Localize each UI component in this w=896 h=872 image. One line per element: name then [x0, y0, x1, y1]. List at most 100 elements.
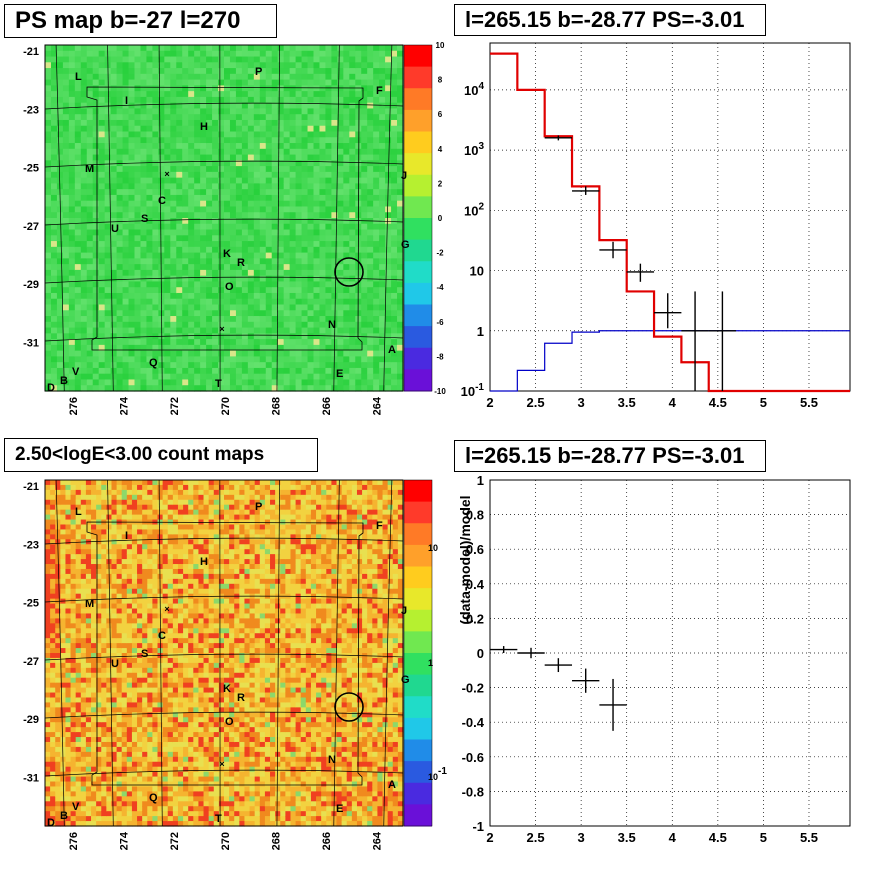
heat-cell	[98, 281, 106, 288]
heat-cell	[60, 811, 67, 817]
heat-cell	[104, 194, 112, 202]
heat-cell	[86, 177, 94, 184]
heat-cell	[319, 143, 327, 150]
heat-cell	[253, 91, 261, 98]
heat-cell	[131, 737, 138, 743]
heat-cell	[91, 628, 97, 634]
heat-cell	[137, 662, 143, 669]
heat-cell	[74, 183, 82, 190]
heat-cell	[45, 751, 51, 758]
heat-cell	[385, 258, 392, 265]
heat-cell	[385, 310, 392, 317]
heat-cell	[188, 218, 195, 225]
heat-cell	[80, 781, 87, 788]
heat-cell	[80, 373, 88, 381]
heat-cell	[91, 662, 97, 669]
heat-cell	[101, 598, 107, 605]
heat-cell	[45, 373, 52, 381]
heat-cell	[307, 252, 315, 259]
heat-cell	[206, 56, 213, 63]
heat-cell	[104, 281, 112, 288]
heat-cell	[218, 264, 225, 271]
heat-cell	[283, 264, 291, 271]
heat-cell	[253, 275, 261, 283]
heat-cell	[343, 310, 350, 317]
heat-cell	[229, 45, 237, 52]
heat-cell	[224, 160, 231, 167]
heat-cell	[111, 480, 118, 486]
heat-cell	[164, 171, 171, 179]
heat-cell	[259, 287, 267, 294]
heat-cell	[283, 304, 291, 311]
heat-cell	[96, 677, 102, 684]
heat-cell	[56, 379, 64, 386]
heat-cell	[373, 339, 380, 346]
heat-cell	[259, 85, 267, 92]
heat-cell	[86, 241, 94, 248]
heat-cell	[349, 275, 356, 283]
heat-cell	[235, 269, 243, 277]
heat-cell	[122, 96, 130, 104]
heat-cell	[104, 125, 112, 133]
heat-cell	[367, 292, 374, 300]
heat-cell	[137, 484, 143, 491]
heat-cell	[111, 677, 118, 684]
heat-cell	[68, 310, 76, 317]
heat-cell	[241, 200, 249, 208]
heat-cell	[70, 786, 77, 792]
heat-cell	[101, 603, 107, 610]
heat-cell	[158, 212, 165, 219]
heat-cell	[194, 229, 201, 236]
heat-cell	[80, 119, 88, 127]
heat-cell	[313, 62, 321, 69]
heat-cell	[65, 509, 72, 516]
heat-cell	[152, 298, 159, 306]
heat-cell	[164, 379, 171, 386]
heat-cell	[247, 183, 255, 190]
heat-cell	[131, 786, 138, 792]
heat-cell	[301, 166, 309, 173]
heat-cell	[367, 350, 374, 357]
heat-cell	[146, 327, 153, 334]
heat-cell	[247, 137, 255, 144]
heat-cell	[50, 200, 58, 208]
heat-cell	[106, 737, 113, 743]
heat-cell	[379, 56, 386, 63]
heat-cell	[122, 246, 130, 254]
heat-cell	[182, 379, 189, 386]
heat-cell	[92, 229, 100, 236]
heat-cell	[194, 235, 201, 242]
heat-cell	[325, 119, 332, 127]
heat-cell	[146, 298, 153, 306]
heat-cell	[188, 125, 195, 133]
heat-cell	[253, 108, 261, 115]
heat-cell	[170, 102, 177, 110]
heat-cell	[65, 776, 72, 783]
heat-cell	[111, 559, 118, 565]
heat-cell	[134, 298, 142, 306]
map-source-label-j: J	[401, 170, 407, 182]
heat-cell	[80, 692, 87, 699]
heat-cell	[301, 189, 309, 196]
heat-cell	[116, 811, 123, 817]
heat-cell	[70, 484, 77, 491]
heat-cell	[194, 189, 201, 196]
heat-cell	[116, 549, 123, 555]
heat-cell	[212, 125, 219, 133]
heat-cell	[188, 171, 195, 179]
heat-cell	[62, 327, 70, 334]
heat-cell	[126, 712, 133, 718]
map-source-label-c: C	[158, 195, 166, 207]
heat-cell	[116, 751, 123, 758]
heat-cell	[295, 339, 303, 346]
heat-cell	[140, 218, 148, 225]
heat-cell	[80, 727, 87, 733]
heat-cell	[397, 327, 404, 334]
heat-cell	[122, 350, 130, 357]
heat-cell	[86, 85, 94, 92]
heat-cell	[45, 73, 52, 81]
heat-cell	[86, 212, 94, 219]
heat-cell	[96, 618, 102, 624]
heat-cell	[134, 189, 142, 196]
heat-cell	[397, 68, 404, 75]
